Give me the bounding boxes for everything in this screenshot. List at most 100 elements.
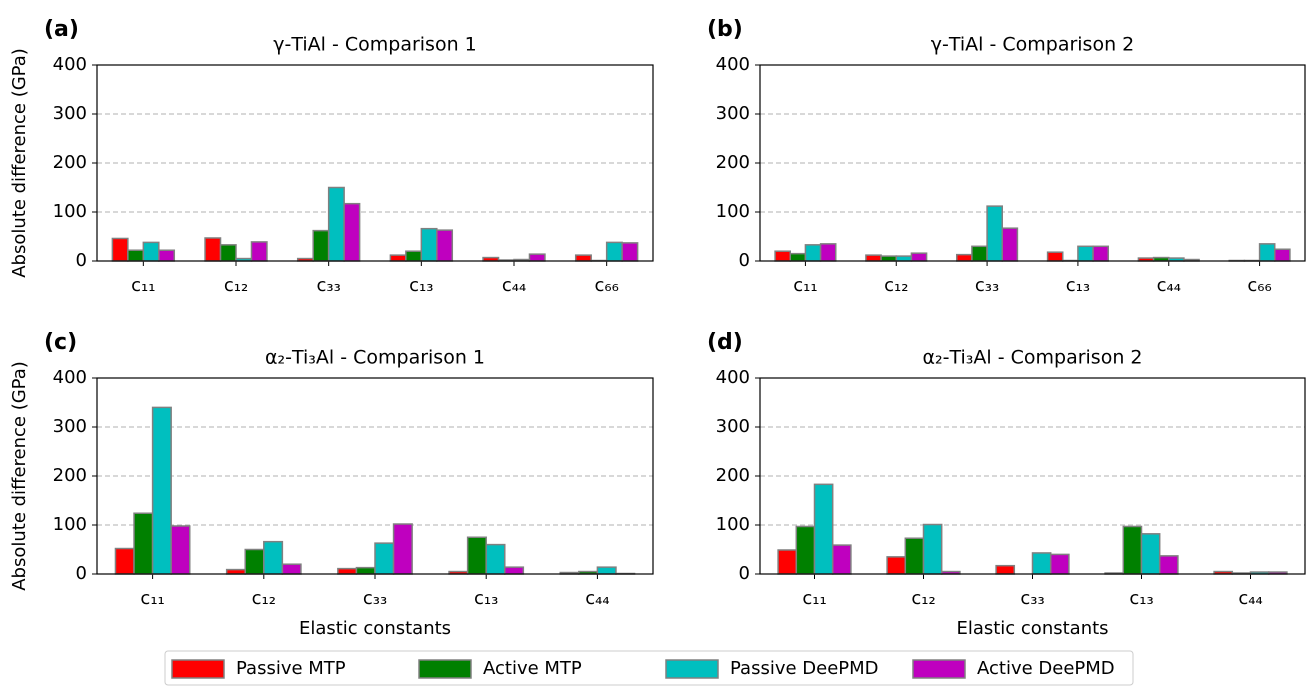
bar	[128, 250, 143, 261]
x-tick-label: c₁₁	[802, 588, 826, 609]
x-tick-label: c₆₆	[595, 275, 619, 296]
bar	[896, 256, 911, 261]
bar	[1048, 252, 1063, 261]
x-tick-label: c₄₄	[1238, 588, 1262, 609]
y-tick-label: 100	[53, 514, 87, 535]
bar	[887, 557, 905, 574]
x-axis-label: Elastic constants	[299, 618, 451, 639]
bar	[972, 246, 987, 261]
panel-label: (b)	[707, 17, 743, 42]
y-tick-label: 0	[76, 250, 87, 271]
y-tick-label: 0	[739, 563, 750, 584]
bar	[437, 230, 452, 261]
x-tick-label: c₃₃	[1020, 588, 1044, 609]
y-axis-label: Absolute difference (GPa)	[9, 48, 30, 278]
bar	[115, 549, 134, 574]
bar	[1160, 556, 1178, 574]
x-tick-label: c₃₃	[975, 275, 999, 296]
bar	[821, 244, 836, 261]
y-tick-label: 0	[739, 250, 750, 271]
x-tick-label: c₁₁	[131, 275, 155, 296]
bar	[805, 245, 820, 261]
bar	[1078, 246, 1093, 261]
x-tick-label: c₃₃	[363, 588, 387, 609]
x-axis-label: Elastic constants	[956, 618, 1108, 639]
bar	[597, 567, 616, 574]
legend-label: Active MTP	[483, 658, 582, 679]
bar	[987, 206, 1002, 261]
legend-swatch	[666, 660, 718, 678]
bar-series	[805, 206, 1274, 261]
bar	[1051, 554, 1069, 574]
bar	[159, 250, 174, 261]
x-tick-label: c₁₃	[409, 275, 433, 296]
legend-swatch	[913, 660, 965, 678]
legend-swatch	[172, 660, 224, 678]
bar	[1002, 228, 1017, 261]
y-tick-label: 200	[53, 465, 87, 486]
y-tick-label: 200	[716, 465, 750, 486]
bar-series	[815, 484, 1269, 574]
bar	[866, 255, 881, 261]
bar	[505, 567, 524, 574]
x-tick-label: c₁₁	[793, 275, 817, 296]
bar	[338, 569, 357, 574]
bar	[264, 542, 283, 574]
bar	[344, 204, 359, 261]
chart-title: α₂-Ti₃Al - Comparison 2	[922, 347, 1142, 369]
y-tick-label: 400	[53, 367, 87, 388]
bar-series	[134, 513, 597, 574]
bar	[833, 545, 851, 574]
bar	[375, 543, 394, 574]
bar-series	[796, 526, 1250, 574]
y-tick-label: 200	[716, 152, 750, 173]
bar	[134, 513, 153, 574]
y-tick-label: 200	[53, 152, 87, 173]
panel-label: (a)	[44, 17, 79, 42]
bar	[205, 238, 220, 261]
bar	[390, 255, 405, 261]
legend-label: Passive MTP	[236, 658, 346, 679]
bar	[421, 229, 436, 261]
x-tick-label: c₁₂	[911, 588, 935, 609]
bar	[1093, 246, 1108, 261]
bar	[468, 537, 487, 574]
x-tick-label: c₄₄	[1157, 275, 1181, 296]
bar	[911, 253, 926, 261]
bar	[486, 545, 505, 574]
bar	[1260, 244, 1275, 261]
bar	[112, 238, 127, 261]
legend-label: Passive DeePMD	[730, 658, 879, 679]
bar	[778, 550, 796, 574]
bar	[576, 255, 591, 261]
x-tick-label: c₁₂	[252, 588, 276, 609]
bar	[1142, 534, 1160, 574]
x-tick-label: c₁₃	[474, 588, 498, 609]
x-tick-label: c₁₃	[1129, 588, 1153, 609]
x-tick-label: c₃₃	[317, 275, 341, 296]
bar	[329, 188, 344, 262]
bar	[394, 524, 413, 574]
y-tick-label: 300	[53, 103, 87, 124]
y-tick-label: 100	[716, 201, 750, 222]
y-tick-label: 100	[53, 201, 87, 222]
bar	[356, 568, 375, 574]
bar	[171, 526, 190, 574]
y-tick-label: 100	[716, 514, 750, 535]
bar-series	[153, 407, 616, 574]
x-tick-label: c₆₆	[1247, 275, 1271, 296]
x-tick-label: c₁₂	[884, 275, 908, 296]
y-tick-label: 400	[716, 54, 750, 75]
y-tick-label: 400	[716, 367, 750, 388]
y-tick-label: 400	[53, 54, 87, 75]
bar	[607, 242, 622, 261]
chart-title: α₂-Ti₃Al - Comparison 1	[265, 347, 485, 369]
bar	[406, 251, 421, 261]
bar	[227, 570, 246, 574]
panel-label: (d)	[707, 330, 743, 355]
bar	[622, 243, 637, 261]
y-tick-label: 300	[53, 416, 87, 437]
bar	[529, 254, 544, 261]
x-tick-label: c₁₃	[1066, 275, 1090, 296]
